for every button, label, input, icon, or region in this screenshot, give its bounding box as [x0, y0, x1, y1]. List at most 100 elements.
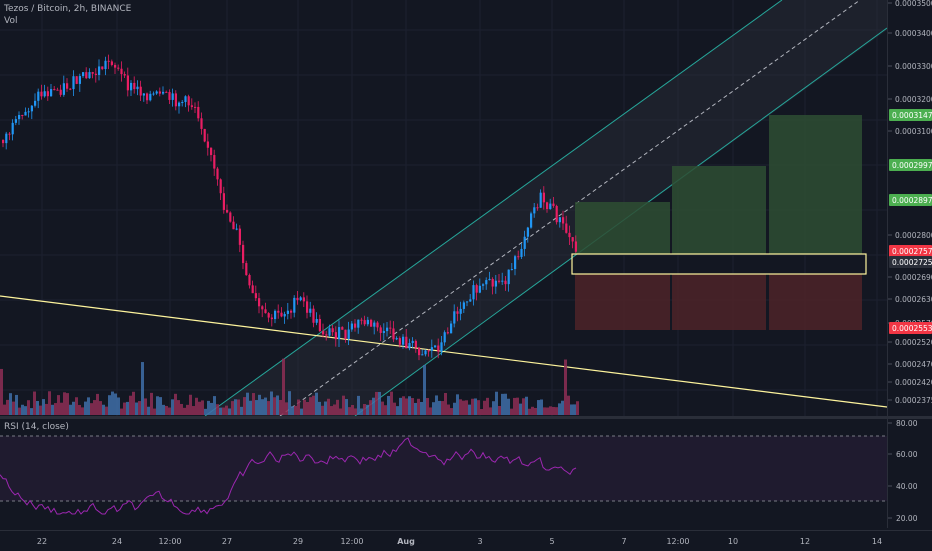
candle-body: [469, 299, 472, 302]
channel-upper-line: [204, 0, 783, 416]
candle-body: [302, 297, 305, 302]
volume-bar: [243, 397, 246, 415]
volume-bar: [294, 405, 297, 415]
volume-bar: [312, 395, 315, 415]
candle-body: [456, 311, 459, 314]
candle-body: [216, 168, 219, 180]
volume-bar: [468, 404, 471, 415]
candle-body: [130, 82, 133, 91]
candle-body: [523, 236, 526, 249]
volume-bar: [237, 399, 240, 415]
candle-body: [421, 354, 424, 356]
candle-body: [338, 327, 341, 340]
candle-body: [226, 209, 229, 213]
candle-body: [331, 328, 334, 333]
pane-separator[interactable]: [0, 416, 932, 419]
candle-body: [242, 244, 245, 264]
candle-body: [414, 340, 417, 348]
candle-body: [184, 96, 187, 102]
volume-bar: [372, 397, 375, 415]
volume-bar: [246, 392, 249, 415]
time-axis-labels: 22 24 12:00 27 29 12:00 Aug 3 5 7 12:00 10 12 14: [37, 537, 882, 546]
candle-body: [178, 102, 181, 107]
volume-bar: [204, 408, 207, 415]
volume-bar: [42, 399, 45, 415]
volume-bar: [81, 407, 84, 415]
price-chart[interactable]: [0, 0, 887, 416]
volume-bar: [99, 401, 102, 415]
time-axis[interactable]: 22 24 12:00 27 29 12:00 Aug 3 5 7 12:00 10 12 14: [0, 530, 932, 551]
candle-body: [386, 327, 389, 332]
candle-body: [517, 256, 520, 258]
volume-bar: [504, 393, 507, 415]
candle-body: [286, 310, 289, 314]
volume-bar: [420, 401, 423, 415]
symbol-title: Tezos / Bitcoin, 2h, BINANCE: [4, 4, 132, 14]
volume-bar: [108, 395, 111, 415]
volume-bar: [411, 398, 414, 415]
candle-body: [27, 111, 30, 113]
volume-bar: [363, 403, 366, 415]
volume-bar: [525, 396, 528, 415]
price-axis[interactable]: 0.0003500 0.0003400 0.0003300 0.0003200 0.00…: [887, 0, 932, 416]
candle-body: [261, 306, 264, 310]
time-tick-label: 3: [477, 537, 482, 546]
volume-bar: [123, 402, 126, 415]
candle-body: [187, 96, 190, 106]
candle-body: [238, 228, 241, 245]
candle-body: [318, 318, 321, 332]
volume-bar: [87, 397, 90, 415]
candle-body: [139, 86, 142, 96]
volume-bar: [192, 406, 195, 415]
candle-body: [498, 280, 501, 282]
volume-bar: [378, 391, 381, 415]
rsi-tick-label: 60.00: [896, 450, 918, 459]
volume-bar: [114, 393, 117, 415]
volume-bar: [393, 402, 396, 415]
candle-body: [149, 93, 152, 101]
time-tick-label: 10: [728, 537, 738, 546]
volume-bar: [516, 397, 519, 415]
volume-bar: [84, 401, 87, 415]
candle-body: [466, 301, 469, 303]
candle-body: [558, 217, 561, 223]
volume-bar: [465, 400, 468, 415]
main-chart-pane[interactable]: Tezos / Bitcoin, 2h, BINANCE Vol: [0, 0, 887, 416]
volume-bar: [174, 393, 177, 415]
volume-bar: [36, 401, 39, 415]
rsi-chart[interactable]: [0, 419, 887, 528]
price-tick-label: 0.0003100: [895, 127, 932, 136]
volume-bar: [132, 391, 135, 415]
rsi-tick-label: 20.00: [896, 514, 918, 523]
volume-bar: [414, 402, 417, 415]
volume-bar: [57, 395, 60, 415]
candle-body: [514, 256, 517, 270]
volume-bar: [120, 408, 123, 415]
rsi-axis[interactable]: 80.00 60.00 40.00 20.00: [887, 419, 932, 528]
candle-body: [418, 347, 421, 356]
candle-body: [370, 319, 373, 327]
volume-bar: [573, 404, 576, 415]
candle-body: [248, 274, 251, 286]
candle-body: [309, 308, 312, 313]
volume-bar: [549, 406, 552, 415]
candle-body: [5, 133, 8, 144]
volume-bar: [45, 403, 48, 415]
candle-body: [91, 72, 94, 74]
candle-body: [117, 67, 120, 69]
candle-body: [168, 92, 171, 100]
volume-bar: [315, 392, 318, 415]
candle-body: [568, 232, 571, 238]
volume-bar: [90, 403, 93, 415]
volume-bar: [291, 406, 294, 415]
volume-bar: [306, 401, 309, 415]
volume-bar: [483, 400, 486, 415]
volume-bar: [186, 404, 189, 415]
volume-bar: [288, 391, 291, 415]
candle-body: [546, 202, 549, 210]
rsi-pane[interactable]: RSI (14, close): [0, 419, 887, 528]
candle-body: [235, 228, 238, 230]
volume-bar: [216, 404, 219, 415]
volume-bar: [96, 393, 99, 415]
volume-bar: [270, 391, 273, 415]
